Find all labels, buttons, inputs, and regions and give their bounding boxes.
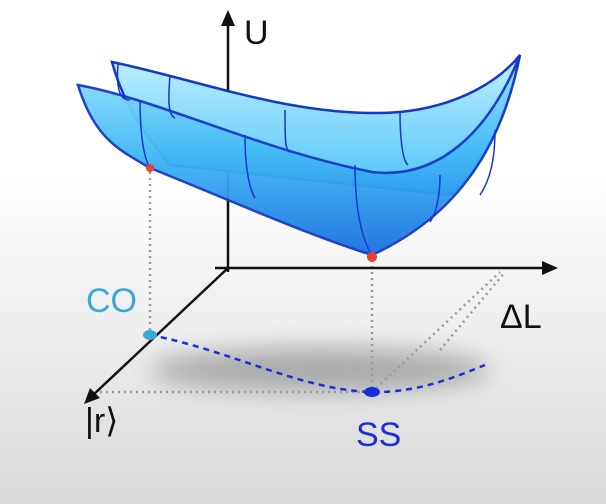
co-label: CO — [86, 282, 137, 320]
delta-l-axis-label: ΔL — [500, 298, 542, 336]
ss-point — [364, 387, 380, 397]
co-minimum — [146, 164, 154, 172]
ss-minimum — [367, 252, 377, 262]
co-point — [143, 330, 157, 340]
ss-label: SS — [356, 416, 401, 454]
u-axis-label: U — [244, 14, 269, 52]
r-axis-label: |r⟩ — [85, 402, 118, 440]
energy-diagram: U ΔL |r⟩ CO SS — [0, 0, 606, 504]
